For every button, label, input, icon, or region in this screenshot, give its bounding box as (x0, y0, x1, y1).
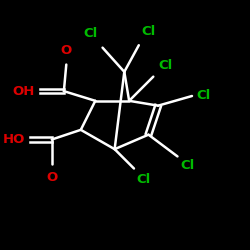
Text: O: O (61, 44, 72, 57)
Text: O: O (46, 171, 58, 184)
Text: Cl: Cl (180, 159, 194, 172)
Text: OH: OH (12, 85, 35, 98)
Text: HO: HO (3, 133, 25, 146)
Text: Cl: Cl (84, 28, 98, 40)
Text: Cl: Cl (136, 173, 151, 186)
Text: Cl: Cl (158, 59, 172, 72)
Text: Cl: Cl (141, 25, 156, 38)
Text: Cl: Cl (197, 90, 211, 102)
